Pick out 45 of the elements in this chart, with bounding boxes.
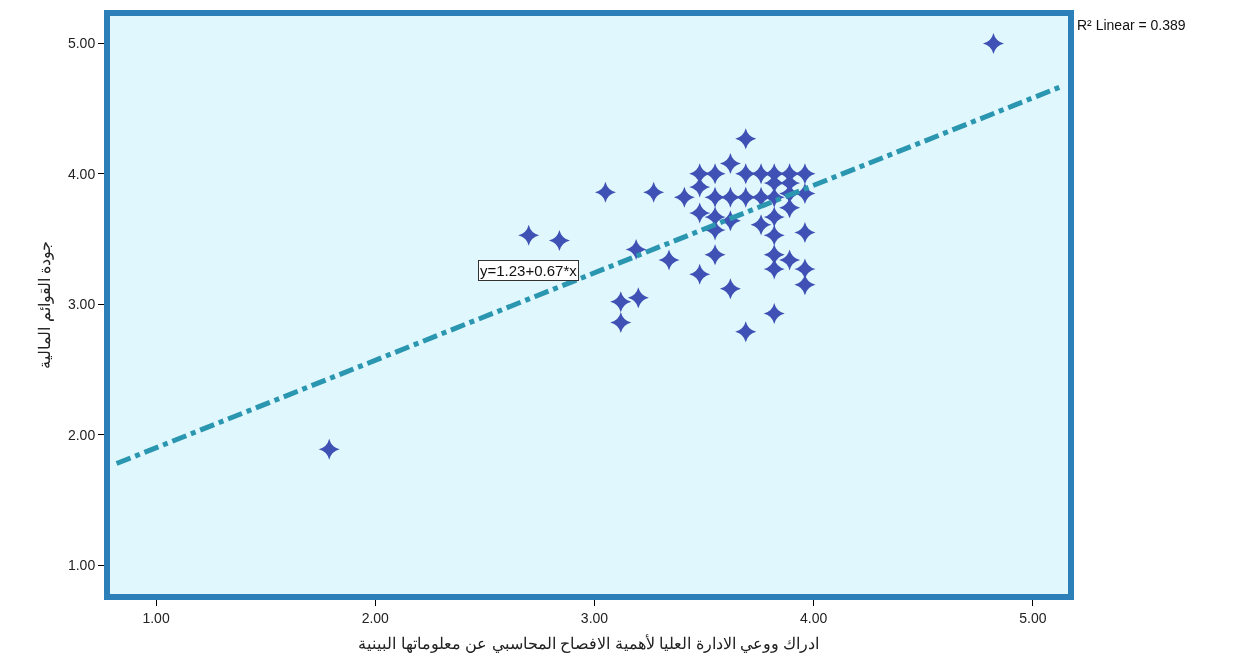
y-tick-label: 5.00	[67, 35, 96, 52]
point	[735, 128, 757, 150]
point	[794, 163, 816, 185]
x-axis-title: ادراك ووعي الادارة العليا لأهمية الافصاح المحاسبي عن معلوماتها البينية	[358, 634, 820, 653]
x-tick-label: 2.00	[361, 609, 390, 626]
point	[763, 302, 785, 324]
x-tick-label: 3.00	[580, 609, 609, 626]
y-axis-title: جودة القوائم المالية	[36, 241, 55, 369]
point	[318, 438, 340, 460]
point	[794, 222, 816, 244]
annotation: y=1.23+0.67*x	[480, 262, 578, 279]
point	[763, 206, 785, 228]
x-tick-label: 1.00	[142, 609, 170, 626]
point	[610, 312, 632, 334]
point	[779, 197, 801, 219]
point	[704, 244, 726, 266]
point	[763, 258, 785, 280]
point	[643, 181, 665, 203]
point	[594, 181, 616, 203]
point	[689, 263, 711, 285]
y-tick-label: 1.00	[67, 557, 96, 574]
point	[763, 224, 785, 246]
y-tick-label: 3.00	[67, 296, 96, 313]
point	[704, 163, 726, 185]
point	[627, 287, 649, 309]
point	[548, 229, 570, 251]
point	[625, 239, 647, 261]
point	[719, 278, 741, 300]
point	[982, 32, 1004, 54]
point	[658, 249, 680, 271]
point	[689, 202, 711, 224]
point	[673, 186, 695, 208]
point	[735, 321, 757, 343]
y-tick-label: 2.00	[67, 426, 96, 443]
text: R² Linear = 0.389	[1077, 17, 1186, 33]
point	[610, 291, 632, 313]
y-tick-label: 4.00	[67, 165, 96, 182]
x-tick-label: 4.00	[800, 609, 828, 626]
point	[750, 214, 772, 236]
point	[719, 152, 741, 174]
x-tick-label: 5.00	[1019, 609, 1047, 626]
point	[794, 274, 816, 296]
point	[779, 249, 801, 271]
point	[518, 224, 540, 246]
point	[719, 186, 741, 208]
